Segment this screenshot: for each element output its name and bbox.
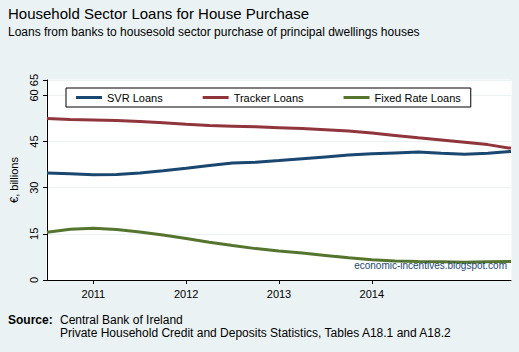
- svg-text:60: 60: [28, 89, 40, 101]
- svg-text:2011: 2011: [82, 288, 106, 300]
- svg-text:0: 0: [28, 277, 40, 283]
- svg-text:Fixed Rate Loans: Fixed Rate Loans: [375, 92, 462, 104]
- svg-text:15: 15: [28, 228, 40, 240]
- svg-text:2014: 2014: [360, 288, 384, 300]
- svg-text:Private Household Credit and D: Private Household Credit and Deposits St…: [60, 326, 451, 340]
- svg-text:SVR Loans: SVR Loans: [107, 92, 163, 104]
- svg-text:Household Sector Loans for Hou: Household Sector Loans for House Purchas…: [8, 5, 309, 22]
- svg-text:30: 30: [28, 182, 40, 194]
- svg-text:2012: 2012: [174, 288, 198, 300]
- svg-text:2013: 2013: [267, 288, 291, 300]
- svg-text:45: 45: [28, 135, 40, 147]
- svg-text:Central Bank of Ireland: Central Bank of Ireland: [60, 313, 183, 327]
- svg-text:economic-incentives.blogspot.c: economic-incentives.blogspot.com: [354, 260, 507, 271]
- svg-text:Source:: Source:: [8, 313, 53, 327]
- svg-text:65: 65: [28, 74, 40, 86]
- svg-text:€, billions: €, billions: [8, 157, 20, 203]
- svg-text:Loans from banks to housesold: Loans from banks to housesold sector pur…: [8, 25, 420, 39]
- svg-text:Tracker Loans: Tracker Loans: [234, 92, 304, 104]
